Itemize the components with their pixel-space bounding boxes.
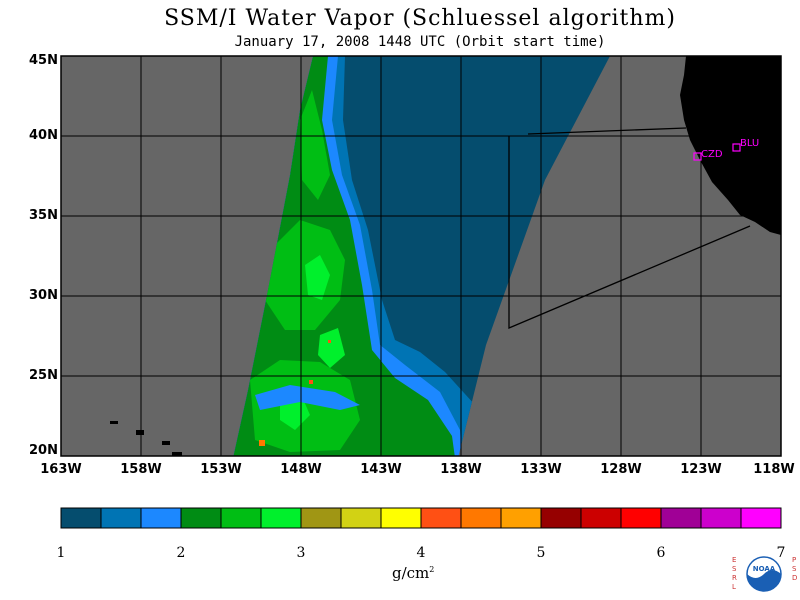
colorbar-segment [60,507,102,529]
colorbar-tick-6: 6 [656,545,666,561]
colorbar-tick-7: 7 [776,545,786,561]
colorbar-tick-2: 2 [176,545,186,561]
colorbar-segment [660,507,702,529]
lon-label-123w: 123W [680,462,722,477]
lat-label-40: 40N [29,128,58,143]
lon-label-138w: 138W [440,462,482,477]
logo-noaa-text: NOAA [753,565,776,573]
colorbar-segment [540,507,582,529]
colorbar-tick-3: 3 [296,545,306,561]
swath-orange-spot-1 [259,440,265,446]
lat-label-20: 20N [29,443,58,458]
colorbar-segment [740,507,782,529]
colorbar [60,507,782,529]
swath-light-green-patch-north [300,90,330,200]
colorbar-segment [220,507,262,529]
colorbar-segment [700,507,742,529]
colorbar-segment [100,507,142,529]
station-blu-label: BLU [740,138,759,149]
map-frame [60,55,782,457]
colorbar-tick-4: 4 [416,545,426,561]
lon-grid-lines [140,56,702,456]
swath-orange-spot-3 [328,340,331,343]
logo-wave [747,570,781,591]
lon-label-133w: 133W [520,462,562,477]
lat-grid-lines [61,135,781,377]
colorbar-segment [580,507,622,529]
map-title: SSM/I Water Vapor (Schluessel algorithm) [164,6,676,31]
lon-label-153w: 153W [200,462,242,477]
water-vapor-map: CZD BLU [60,55,782,457]
colorbar-segment [500,507,542,529]
swath-blue-streak [255,385,360,410]
colorbar-segment [380,507,422,529]
colorbar-tick-5: 5 [536,545,546,561]
lon-label-118w: 118W [753,462,795,477]
colorbar-tick-1: 1 [56,545,66,561]
colorbar-segment [420,507,462,529]
colorbar-segment [180,507,222,529]
colorbar-segment [300,507,342,529]
lon-label-128w: 128W [600,462,642,477]
swath-orange-spot-2 [309,380,313,384]
station-blu-marker [732,143,741,152]
swath-bright-green-patch-1 [305,255,330,300]
swath-green-region [233,56,455,456]
swath-bright-green-patch-2 [318,328,345,368]
hawaii-island-2 [136,430,144,435]
station-czd-marker [693,152,702,161]
lon-label-148w: 148W [280,462,322,477]
lat-label-25: 25N [29,368,58,383]
hawaii-island-4 [172,452,182,456]
swath-light-green-patch-central [265,220,345,330]
colorbar-units: g/cm2 [392,564,435,582]
colorbar-segment [260,507,302,529]
colorbar-segment [340,507,382,529]
hawaii-island-3 [162,441,170,445]
colorbar-segment [620,507,662,529]
land-north-america [680,56,781,235]
station-czd-label: CZD [701,149,723,160]
hawaii-island-1 [110,421,118,424]
lon-label-143w: 143W [360,462,402,477]
lon-label-158w: 158W [120,462,162,477]
lat-label-30: 30N [29,288,58,303]
map-subtitle: January 17, 2008 1448 UTC (Orbit start t… [234,34,606,50]
domain-outline [508,136,751,329]
colorbar-segment [140,507,182,529]
colorbar-segment [460,507,502,529]
lon-label-163w: 163W [40,462,82,477]
lat-label-35: 35N [29,208,58,223]
domain-outline-top [527,127,687,135]
lat-label-45: 45N [29,53,58,68]
